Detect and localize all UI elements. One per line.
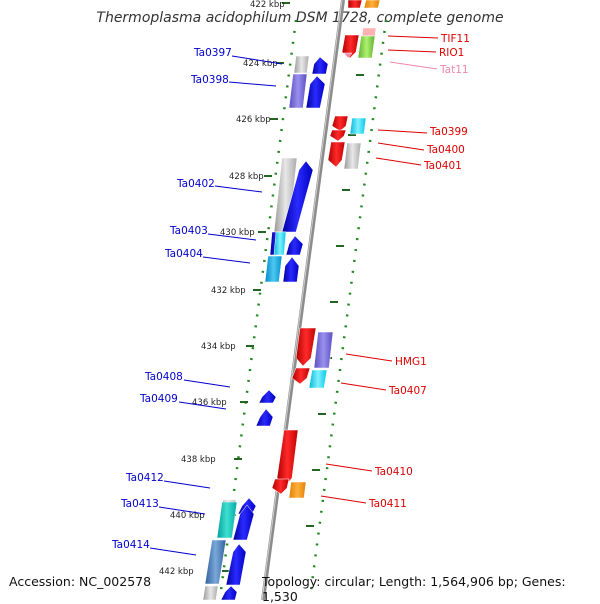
tat11-leader-line bbox=[389, 61, 438, 70]
accession-label: Accession: NC_002578 bbox=[9, 574, 152, 589]
gene-label-ta0400[interactable]: Ta0400 bbox=[426, 144, 465, 156]
gene-label-ta0403[interactable]: Ta0403 bbox=[169, 225, 208, 237]
gene-label-ta0398[interactable]: Ta0398 bbox=[190, 74, 229, 86]
gene-ta0414-arrow[interactable] bbox=[225, 543, 247, 586]
gene-ta0415-gray[interactable] bbox=[202, 585, 219, 600]
right-leader-lines bbox=[320, 35, 439, 504]
kbp-label-442: 442 kbp bbox=[159, 567, 194, 577]
genome-backbone-highlight bbox=[261, 0, 343, 600]
gene-ta0413-arrow[interactable] bbox=[232, 504, 255, 541]
kbp-label-432: 432 kbp bbox=[211, 286, 246, 296]
gene-label-ta0412[interactable]: Ta0412 bbox=[125, 472, 164, 484]
gene-ta0401-gray[interactable] bbox=[343, 142, 362, 170]
gene-ta0399-arrow[interactable] bbox=[331, 115, 349, 132]
gene-label-ta0411[interactable]: Ta0411 bbox=[368, 498, 407, 510]
gene-label-ta0409[interactable]: Ta0409 bbox=[139, 393, 178, 405]
gene-ta0398-arrow[interactable] bbox=[305, 75, 326, 109]
gene-tif11-pink[interactable] bbox=[361, 27, 377, 37]
gene-ta0400-arrow[interactable] bbox=[329, 129, 347, 142]
gene-label-ta0407[interactable]: Ta0407 bbox=[388, 385, 427, 397]
gene-ta0414-steel[interactable] bbox=[204, 539, 227, 585]
gene-ta0409-arrow[interactable] bbox=[255, 408, 274, 427]
kbp-label-428: 428 kbp bbox=[229, 172, 264, 182]
kbp-label-440: 440 kbp bbox=[170, 511, 205, 521]
gene-label-hmg1[interactable]: HMG1 bbox=[395, 356, 427, 368]
gene-ta0413-teal[interactable] bbox=[216, 501, 238, 539]
forward-strand-genes bbox=[202, 55, 329, 600]
kbp-label-436: 436 kbp bbox=[192, 398, 227, 408]
gene-ta0397-arrow[interactable] bbox=[311, 56, 329, 75]
genome-backbone bbox=[261, 0, 345, 600]
kbp-label-438: 438 kbp bbox=[181, 455, 216, 465]
map-title: Thermoplasma acidophilum DSM 1728, compl… bbox=[96, 10, 504, 26]
gene-label-ta0404[interactable]: Ta0404 bbox=[164, 248, 203, 260]
kbp-label-424: 424 kbp bbox=[243, 59, 278, 69]
left-leader-lines bbox=[149, 55, 283, 556]
gene-ta0407-arrow[interactable] bbox=[291, 367, 311, 385]
kbp-label-422: 422 kbp bbox=[250, 0, 285, 10]
gene-ta0408-arrow[interactable] bbox=[258, 389, 277, 404]
gene-hmg1-purple[interactable] bbox=[313, 331, 334, 369]
gene-ta0404-sky[interactable] bbox=[264, 255, 283, 283]
gene-hmg1-arrow[interactable] bbox=[295, 327, 317, 367]
reverse-strand-genes bbox=[271, 0, 381, 499]
gene-ta0403-cyan[interactable] bbox=[273, 231, 287, 256]
gene-ta0410-arrow[interactable] bbox=[276, 429, 299, 487]
gene-rio1-arrow[interactable] bbox=[341, 34, 360, 59]
gene-label-ta0414[interactable]: Ta0414 bbox=[111, 539, 150, 551]
gene-label-ta0408[interactable]: Ta0408 bbox=[144, 371, 183, 383]
kbp-label-430: 430 kbp bbox=[220, 228, 255, 238]
right-strand-guide bbox=[308, 19, 388, 599]
gene-ta0399-cyan[interactable] bbox=[349, 117, 367, 135]
kbp-label-426: 426 kbp bbox=[236, 115, 271, 125]
gene-ta0398-purple[interactable] bbox=[288, 73, 308, 109]
kbp-label-434: 434 kbp bbox=[201, 342, 236, 352]
gene-tat11-marker[interactable] bbox=[343, 52, 353, 59]
gene-label-tif11[interactable]: TIF11 bbox=[440, 33, 470, 45]
gene-label-ta0397[interactable]: Ta0397 bbox=[193, 47, 232, 59]
gene-ta0411-arrow[interactable] bbox=[271, 478, 290, 495]
gene-ta0401-arrow[interactable] bbox=[327, 141, 346, 168]
gene-ta0404-arrow[interactable] bbox=[282, 256, 300, 283]
gene-label-ta0413[interactable]: Ta0413 bbox=[120, 498, 159, 510]
gene-label-tat11[interactable]: Tat11 bbox=[439, 64, 469, 76]
gene-label-rio1[interactable]: RIO1 bbox=[439, 47, 464, 59]
gene-tif11-orange[interactable] bbox=[363, 0, 381, 9]
gene-ta0411-orange[interactable] bbox=[288, 481, 307, 499]
gene-rio1-green[interactable] bbox=[357, 35, 376, 59]
gene-label-ta0402[interactable]: Ta0402 bbox=[176, 178, 215, 190]
gene-label-ta0410[interactable]: Ta0410 bbox=[374, 466, 413, 478]
gene-ta0397-gray[interactable] bbox=[293, 55, 310, 74]
gene-ta0415-arrow[interactable] bbox=[220, 585, 238, 600]
gene-tif11-arrow[interactable] bbox=[347, 0, 363, 9]
gene-ta0403-arrow[interactable] bbox=[285, 235, 304, 256]
gene-ta0402-arrow[interactable] bbox=[281, 160, 314, 233]
gene-ta0407-cyan[interactable] bbox=[308, 369, 328, 389]
gene-label-ta0399[interactable]: Ta0399 bbox=[429, 126, 468, 138]
gene-label-ta0401[interactable]: Ta0401 bbox=[423, 160, 462, 172]
